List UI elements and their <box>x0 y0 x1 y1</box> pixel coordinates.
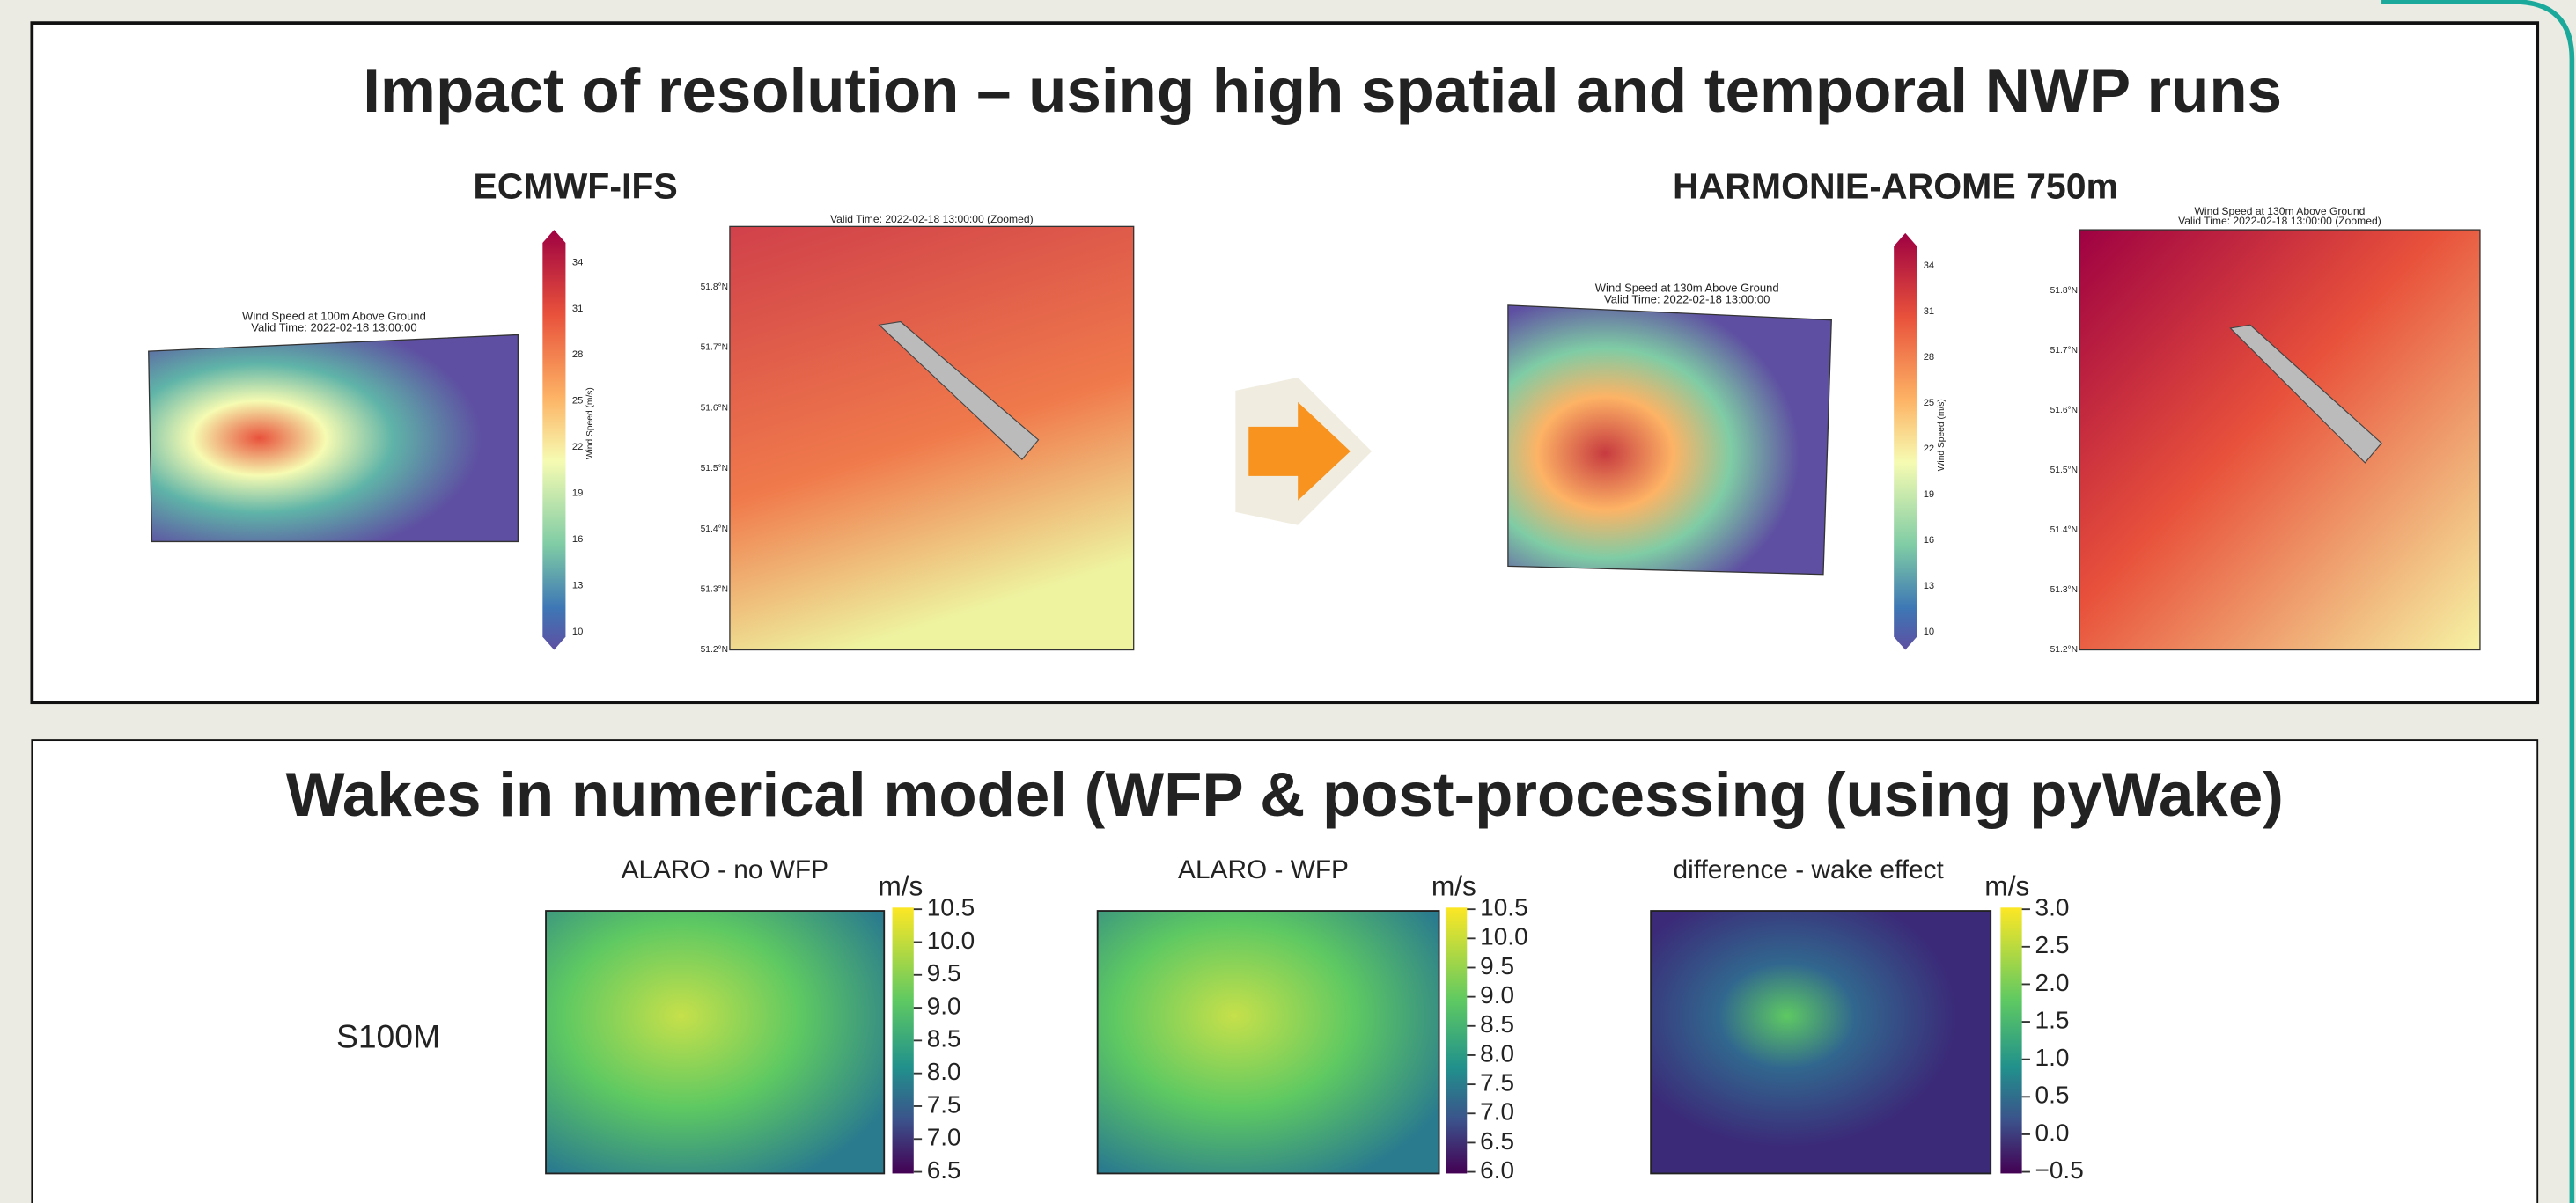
colorbar <box>2000 907 2022 1174</box>
colorbar-tick: 10 <box>1924 627 1934 637</box>
map-title: difference - wake effect <box>1674 855 1945 884</box>
colorbar-tick: 6.5 <box>1480 1127 1514 1155</box>
colorbar-tick: 10.5 <box>1480 894 1527 921</box>
colorbar-tick: 10.5 <box>927 894 975 921</box>
map-title: Wind Speed at 130m Above Ground <box>2194 205 2365 217</box>
colorbar-tick: 9.0 <box>927 992 961 1019</box>
colorbar-tick: 2.5 <box>2035 931 2070 958</box>
colorbar-tick: 10.0 <box>1480 923 1527 950</box>
lat-label: 51.2°N <box>2050 645 2078 655</box>
colorbar-tick: 22 <box>572 442 583 452</box>
colorbar-tick: 0.0 <box>2035 1119 2070 1146</box>
colorbar-tick: 1.0 <box>2035 1044 2070 1071</box>
colorbar-tick: 9.0 <box>1480 981 1514 1009</box>
model-label: ECMWF-IFS <box>473 165 677 206</box>
bottom-title: Wakes in numerical model (WFP & post-pro… <box>286 760 2284 830</box>
overview-map <box>148 334 519 543</box>
wind-farm <box>2229 324 2382 464</box>
colorbar-tick: 28 <box>1924 352 1934 363</box>
colorbar-tick: 6.5 <box>927 1156 961 1184</box>
model-label: HARMONIE-AROME 750m <box>1673 165 2118 206</box>
colorbar-tick: 1.5 <box>2035 1006 2070 1033</box>
unit-label: m/s <box>1984 869 2029 901</box>
colorbar-tick: 9.5 <box>927 959 961 987</box>
colorbar-tick: −0.5 <box>2035 1156 2084 1184</box>
colorbar-tick: 16 <box>572 534 583 545</box>
colorbar-tick: 25 <box>1924 398 1934 408</box>
colorbar-tick: 31 <box>572 304 583 314</box>
wake-map <box>1096 910 1440 1175</box>
colorbar-tick: 19 <box>572 488 583 499</box>
colorbar-tick: 19 <box>1924 489 1934 500</box>
colorbar-tick: 7.0 <box>927 1124 961 1151</box>
colorbar-tick: 8.5 <box>927 1025 961 1053</box>
colorbar-tick: 10 <box>572 627 583 637</box>
wake-map <box>1650 910 1992 1175</box>
colorbar-tick: 34 <box>1924 260 1934 271</box>
colorbar-tick: 13 <box>572 581 583 591</box>
colorbar-tick: 9.5 <box>1480 952 1514 979</box>
lat-label: 51.4°N <box>2050 525 2078 535</box>
lat-label: 51.7°N <box>2050 346 2078 356</box>
lat-label: 51.5°N <box>701 464 728 473</box>
colorbar-tick: 10.0 <box>927 927 975 954</box>
lat-label: 51.6°N <box>2050 406 2078 415</box>
colorbar-tick: 31 <box>1924 306 1934 317</box>
colorbar <box>892 907 914 1174</box>
colorbar-tick: 7.0 <box>1480 1098 1514 1126</box>
unit-label: m/s <box>1432 869 1476 901</box>
map-title: Valid Time: 2022-02-18 13:00:00 (Zoomed) <box>2178 215 2381 227</box>
colorbar-tick: 7.5 <box>1480 1068 1514 1096</box>
colorbar-tick: 22 <box>1924 444 1934 454</box>
map-title: Wind Speed at 100m Above Ground <box>242 309 426 322</box>
map-title: Valid Time: 2022-02-18 13:00:00 (Zoomed) <box>830 213 1034 225</box>
colorbar <box>542 230 566 650</box>
colorbar-tick: 28 <box>572 349 583 360</box>
colorbar-tick: 34 <box>572 257 583 268</box>
colorbar <box>1894 232 1917 650</box>
colorbar-tick: 0.5 <box>2035 1082 2070 1109</box>
lat-label: 51.6°N <box>701 403 728 413</box>
lat-label: 51.4°N <box>701 524 728 534</box>
accent-border <box>2381 0 2575 1203</box>
arrow <box>1248 401 1351 501</box>
lat-label: 51.3°N <box>701 585 728 595</box>
colorbar-tick: 7.5 <box>927 1090 961 1118</box>
colorbar-tick: 2.0 <box>2035 969 2070 996</box>
colorbar-tick: 3.0 <box>2035 894 2070 921</box>
top-title: Impact of resolution – using high spatia… <box>363 56 2282 126</box>
colorbar-tick: 16 <box>1924 535 1934 546</box>
colorbar-tick: 8.0 <box>927 1058 961 1085</box>
map-title: ALARO - no WFP <box>622 855 828 884</box>
colorbar-tick: 8.0 <box>1480 1039 1514 1067</box>
row-label: S100M <box>336 1017 440 1054</box>
colorbar-tick: 13 <box>1924 581 1934 591</box>
unit-label: m/s <box>878 869 923 901</box>
zoom-map <box>729 225 1135 651</box>
map-title: Valid Time: 2022-02-18 13:00:00 <box>251 320 416 334</box>
wake-map <box>545 910 886 1175</box>
colorbar-tick: 6.0 <box>1480 1156 1514 1184</box>
colorbar-label: Wind Speed (m/s) <box>1937 399 1947 471</box>
zoom-map <box>2079 229 2481 651</box>
colorbar-label: Wind Speed (m/s) <box>585 387 595 459</box>
lat-label: 51.3°N <box>2050 585 2078 595</box>
map-title: ALARO - WFP <box>1178 855 1349 884</box>
map-title: Valid Time: 2022-02-18 13:00:00 <box>1604 293 1770 306</box>
lat-label: 51.8°N <box>2050 286 2078 296</box>
colorbar <box>1446 907 1468 1174</box>
colorbar-tick: 8.5 <box>1480 1010 1514 1038</box>
lat-label: 51.5°N <box>2050 466 2078 475</box>
wind-farm <box>878 320 1040 460</box>
overview-map <box>1507 304 1832 576</box>
lat-label: 51.8°N <box>701 282 728 292</box>
colorbar-tick: 25 <box>572 396 583 407</box>
lat-label: 51.7°N <box>701 343 728 353</box>
map-title: Wind Speed at 130m Above Ground <box>1595 282 1779 295</box>
lat-label: 51.2°N <box>701 645 728 655</box>
